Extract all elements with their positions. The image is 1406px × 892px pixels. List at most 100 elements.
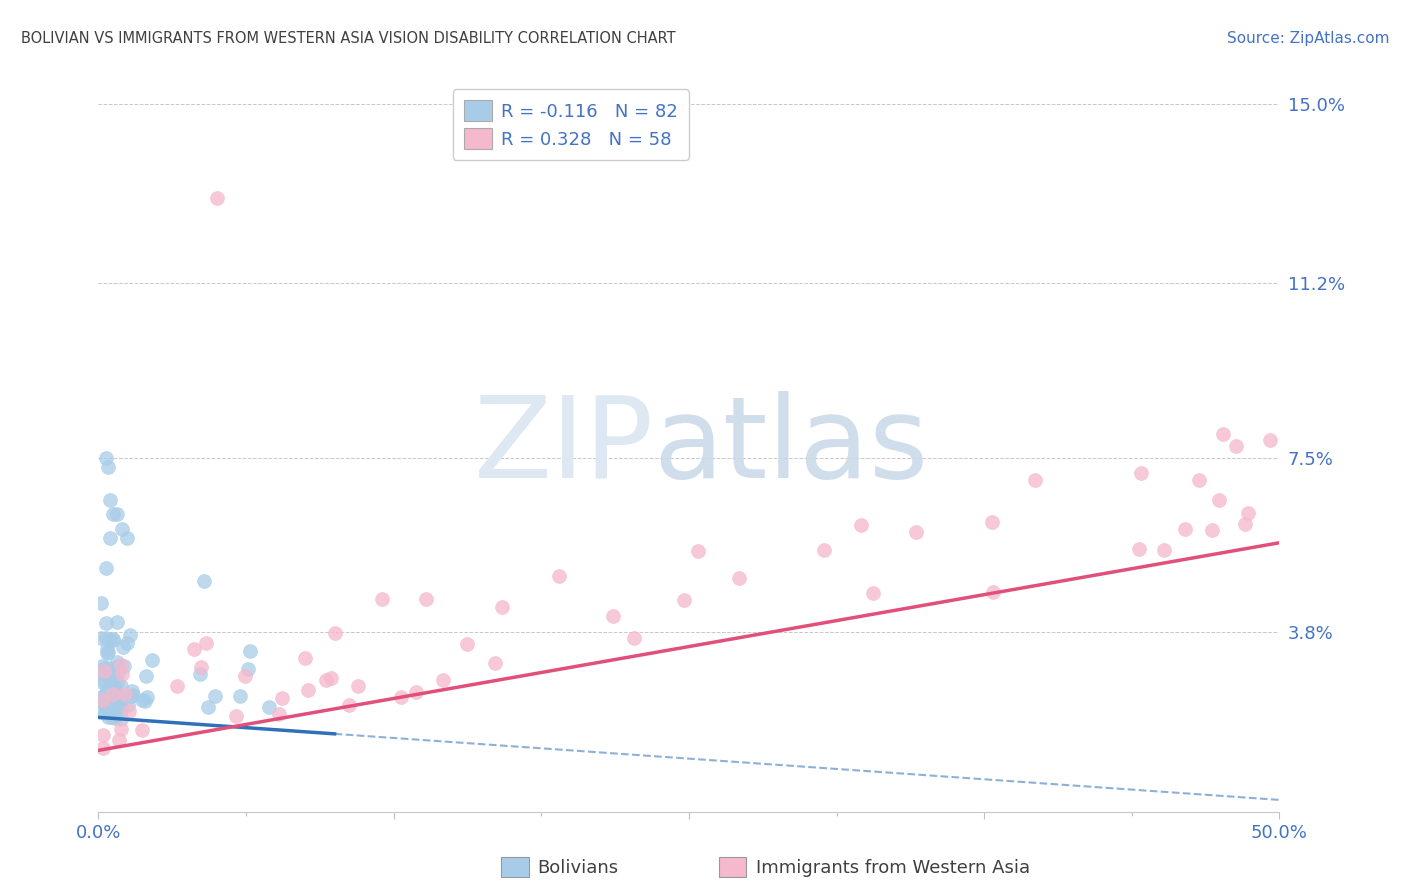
Text: atlas: atlas <box>654 391 929 501</box>
Text: Bolivians: Bolivians <box>537 859 619 877</box>
Point <box>104 702 127 716</box>
Point <box>195 636 218 650</box>
Point <box>297 683 319 698</box>
Point <box>91 728 114 742</box>
Point <box>96 560 118 574</box>
Point <box>118 704 141 718</box>
Point <box>229 689 252 703</box>
Point <box>294 651 316 665</box>
Point <box>271 690 294 705</box>
Point <box>602 609 624 624</box>
Point <box>107 695 129 709</box>
Point <box>110 723 132 737</box>
Point <box>1258 433 1281 447</box>
Point <box>346 679 368 693</box>
Point <box>688 543 710 558</box>
Point <box>115 531 138 545</box>
Point <box>484 656 506 670</box>
Point <box>107 659 129 673</box>
Point <box>117 698 139 712</box>
Point <box>981 585 1004 599</box>
Point <box>1129 466 1152 480</box>
Point <box>371 592 394 607</box>
Point <box>105 508 128 522</box>
Text: Source: ZipAtlas.com: Source: ZipAtlas.com <box>1226 31 1389 46</box>
Point <box>90 694 112 708</box>
Point <box>101 690 124 705</box>
Text: ZIP: ZIP <box>474 391 654 501</box>
Point <box>325 626 347 640</box>
Point <box>112 640 135 654</box>
Point <box>93 696 115 710</box>
Point <box>90 631 112 645</box>
Point <box>96 661 118 675</box>
Point <box>1024 473 1046 487</box>
Point <box>110 657 132 672</box>
Point <box>98 493 121 508</box>
Point <box>96 646 118 660</box>
Point <box>94 450 117 465</box>
Point <box>225 709 247 723</box>
Point <box>96 701 118 715</box>
Point <box>105 615 128 629</box>
Point <box>862 586 884 600</box>
Point <box>101 699 124 714</box>
Point <box>97 460 120 475</box>
Point <box>236 662 259 676</box>
Point <box>112 658 135 673</box>
Point <box>548 568 571 582</box>
Point <box>190 660 212 674</box>
Point <box>90 675 112 690</box>
Point <box>110 679 132 693</box>
Point <box>193 574 215 588</box>
Point <box>90 705 112 719</box>
Legend: R = -0.116   N = 82, R = 0.328   N = 58: R = -0.116 N = 82, R = 0.328 N = 58 <box>453 89 689 160</box>
Point <box>108 699 131 714</box>
Point <box>166 679 188 693</box>
Point <box>257 700 280 714</box>
Point <box>121 684 143 698</box>
Point <box>107 666 129 681</box>
Point <box>90 596 112 610</box>
Point <box>121 688 143 702</box>
Point <box>136 690 159 704</box>
Point <box>101 687 124 701</box>
Point <box>97 633 120 648</box>
Point <box>91 741 114 756</box>
Point <box>96 667 118 681</box>
Point <box>105 684 128 698</box>
Point <box>91 693 114 707</box>
Point <box>91 673 114 688</box>
Point <box>118 628 141 642</box>
Point <box>432 673 454 688</box>
FancyBboxPatch shape <box>718 857 747 878</box>
Point <box>91 658 114 673</box>
Point <box>415 592 437 607</box>
Point <box>110 692 132 706</box>
Point <box>90 690 112 704</box>
Point <box>141 653 163 667</box>
Point <box>104 681 127 696</box>
Point <box>93 661 115 675</box>
Point <box>1234 516 1257 531</box>
Point <box>101 669 124 683</box>
Point <box>131 723 153 737</box>
Point <box>673 593 696 607</box>
Point <box>1128 541 1150 556</box>
Point <box>389 690 412 704</box>
Point <box>204 689 226 703</box>
Point <box>337 698 360 713</box>
Point <box>120 689 142 703</box>
Point <box>96 697 118 711</box>
Point <box>405 685 427 699</box>
Point <box>101 632 124 647</box>
Point <box>135 669 157 683</box>
Point <box>104 694 127 708</box>
Point <box>97 681 120 695</box>
Point <box>1174 522 1197 536</box>
Point <box>491 600 513 615</box>
Point <box>100 668 122 682</box>
Point <box>849 518 872 533</box>
Point <box>183 641 205 656</box>
Point <box>93 664 115 678</box>
